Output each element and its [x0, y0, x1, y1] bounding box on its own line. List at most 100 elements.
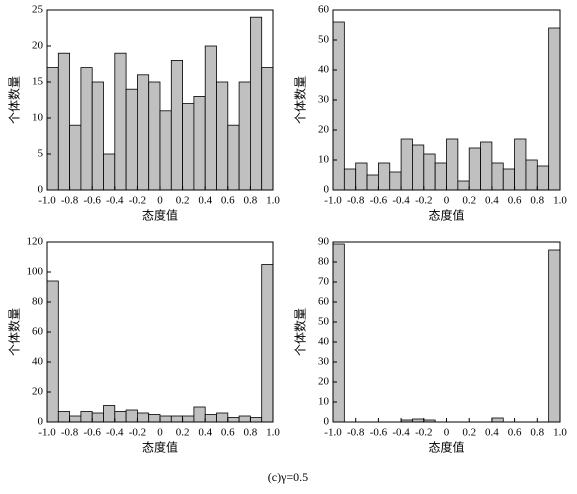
y-tick-label: 10	[318, 154, 330, 166]
y-tick-label: 0	[38, 184, 44, 196]
x-tick-label: -0.2	[415, 195, 432, 207]
bar	[148, 414, 161, 423]
x-tick-label: -1.0	[38, 195, 56, 207]
bar	[80, 67, 93, 191]
x-tick-label: 0.6	[221, 195, 235, 207]
x-tick-label: 0.2	[176, 427, 190, 439]
axes-frame	[46, 241, 274, 423]
bar	[170, 60, 184, 191]
bar	[170, 415, 184, 423]
y-tick-label: 80	[32, 296, 44, 308]
y-tick-label: 60	[32, 326, 44, 338]
x-tick-label: -1.0	[324, 195, 342, 207]
x-axis-label: 态度值	[142, 208, 178, 223]
y-axis-label: 个体数量	[7, 76, 22, 124]
bar	[446, 138, 459, 191]
bar	[193, 406, 206, 423]
x-tick-label: -0.4	[392, 195, 410, 207]
bar	[103, 405, 116, 423]
bar	[136, 74, 150, 191]
bar	[412, 144, 425, 191]
x-tick-label: -0.8	[347, 427, 365, 439]
bar	[227, 124, 240, 191]
x-tick-label: 0.8	[530, 427, 544, 439]
x-tick-label: 0.6	[221, 427, 235, 439]
x-tick-label: -0.8	[347, 195, 365, 207]
x-tick-label: 1.0	[266, 195, 280, 207]
y-tick-label: 15	[32, 76, 44, 88]
y-tick-label: 30	[318, 94, 330, 106]
y-tick-label: 60	[318, 4, 330, 16]
bar	[536, 165, 550, 191]
bar	[355, 162, 368, 191]
x-tick-label: 0.4	[485, 195, 499, 207]
bar	[193, 96, 206, 191]
y-tick-label: 60	[318, 296, 330, 308]
x-tick-label: 0.6	[508, 427, 522, 439]
x-tick-label: -0.4	[392, 427, 410, 439]
bar	[332, 21, 345, 191]
bar	[423, 153, 436, 191]
x-tick-label: -0.2	[129, 195, 146, 207]
y-tick-label: 40	[318, 336, 330, 348]
bar	[400, 138, 413, 191]
bar	[204, 414, 217, 423]
y-tick-label: 20	[318, 124, 330, 136]
y-tick-label: 25	[32, 4, 44, 16]
x-tick-label: 1.0	[553, 427, 567, 439]
x-tick-label: 0	[157, 195, 163, 207]
bar	[103, 153, 116, 191]
bar	[238, 81, 251, 191]
bar	[57, 52, 70, 191]
bar	[548, 27, 561, 191]
x-tick-label: 0.2	[176, 195, 190, 207]
bar	[480, 141, 493, 191]
bar	[46, 67, 59, 191]
bar	[69, 415, 82, 423]
axes-frame	[332, 241, 561, 423]
bar	[332, 243, 345, 423]
bar	[249, 417, 263, 423]
bar	[182, 415, 195, 423]
bar	[249, 16, 263, 191]
x-tick-label: -0.4	[106, 427, 124, 439]
y-tick-label: 50	[318, 316, 330, 328]
y-tick-label: 120	[27, 236, 44, 248]
bar	[525, 159, 538, 191]
bar	[343, 168, 357, 191]
y-tick-label: 10	[318, 396, 330, 408]
x-tick-label: -0.6	[370, 195, 388, 207]
y-tick-label: 10	[32, 112, 44, 124]
caption: (c)γ=0.5	[268, 470, 308, 484]
y-tick-label: 20	[318, 376, 330, 388]
y-tick-label: 80	[318, 256, 330, 268]
x-tick-label: -0.2	[129, 427, 146, 439]
bar	[491, 162, 504, 191]
y-tick-label: 70	[318, 276, 330, 288]
bar	[457, 180, 470, 191]
x-tick-label: -1.0	[38, 427, 56, 439]
x-tick-label: 0.4	[485, 427, 499, 439]
bar	[377, 162, 391, 191]
y-tick-label: 100	[27, 266, 44, 278]
bar	[114, 52, 127, 191]
bar	[204, 45, 217, 191]
y-tick-label: 40	[32, 356, 44, 368]
x-tick-label: -0.6	[83, 195, 101, 207]
x-tick-label: 1.0	[553, 195, 567, 207]
x-tick-label: -0.6	[83, 427, 101, 439]
y-tick-label: 0	[38, 416, 44, 428]
y-tick-label: 40	[318, 64, 330, 76]
bar	[125, 409, 138, 423]
x-axis-label: 态度值	[428, 208, 464, 223]
bar	[80, 411, 93, 423]
x-tick-label: -0.8	[61, 427, 79, 439]
x-tick-label: 0.6	[508, 195, 522, 207]
bar	[125, 88, 138, 191]
bar	[548, 249, 561, 423]
bar	[227, 417, 240, 423]
x-tick-label: 0.2	[462, 195, 476, 207]
y-tick-label: 90	[318, 236, 330, 248]
y-tick-label: 30	[318, 356, 330, 368]
